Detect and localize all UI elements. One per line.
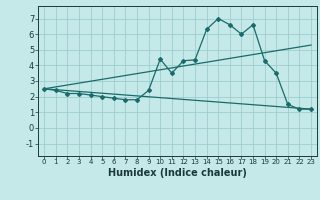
X-axis label: Humidex (Indice chaleur): Humidex (Indice chaleur) xyxy=(108,168,247,178)
